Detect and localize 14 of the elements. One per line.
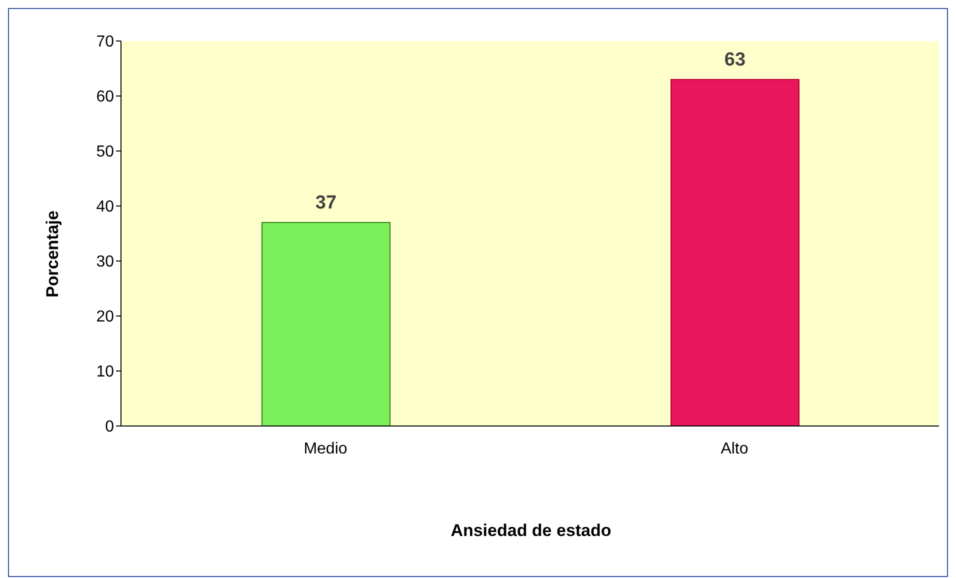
y-tick-label: 40 — [96, 198, 114, 216]
y-tick-label: 70 — [96, 34, 114, 51]
x-tick-label: Medio — [304, 440, 348, 458]
y-tick-label: 0 — [105, 418, 114, 436]
y-tick-label: 50 — [96, 144, 114, 161]
y-tick-label: 60 — [96, 88, 114, 106]
y-axis-title: Porcentaje — [43, 210, 63, 297]
y-tick-label: 10 — [96, 364, 114, 381]
x-axis-title: Ansiedad de estado — [450, 521, 612, 541]
data-label: 63 — [724, 50, 746, 70]
data-label: 37 — [315, 192, 337, 214]
x-tick-label: Alto — [720, 440, 748, 458]
y-tick-label: 30 — [96, 254, 114, 271]
y-tick-label: 20 — [96, 308, 114, 326]
